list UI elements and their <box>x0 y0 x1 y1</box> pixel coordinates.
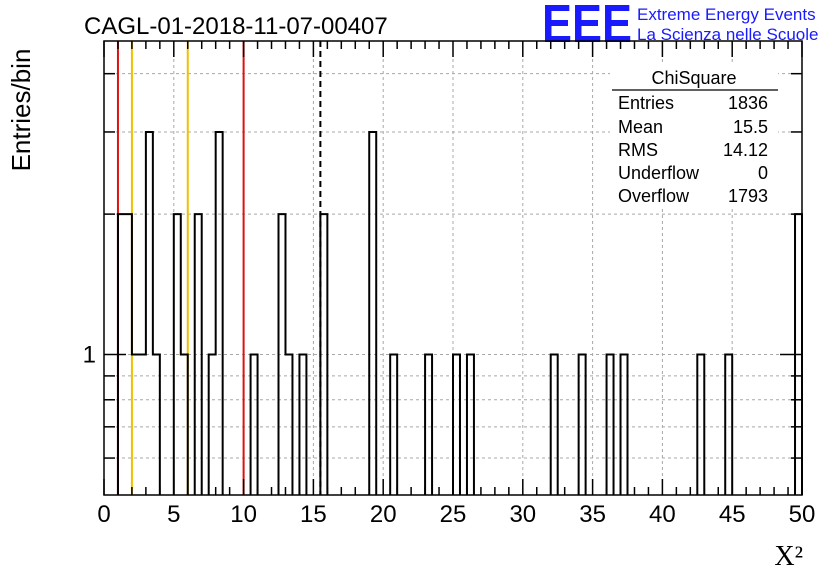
axis-ticks <box>103 41 803 495</box>
stats-value-entries: 1836 <box>728 93 768 113</box>
eee-logo: EEE Extreme Energy Events La Scienza nel… <box>542 0 818 54</box>
histogram-series <box>116 130 803 495</box>
logo-line-2: La Scienza nelle Scuole <box>637 25 818 44</box>
y-tick-label: 1 <box>83 342 96 369</box>
stats-label-underflow: Underflow <box>618 163 700 183</box>
stats-label-overflow: Overflow <box>618 186 690 206</box>
x-tick-label: 30 <box>509 501 536 528</box>
stats-label-rms: RMS <box>618 140 658 160</box>
x-tick-label: 0 <box>97 501 110 528</box>
stats-box: ChiSquare Entries 1836 Mean 15.5 RMS 14.… <box>610 64 778 208</box>
x-axis-label: X² <box>774 541 803 572</box>
x-tick-label: 20 <box>370 501 397 528</box>
stats-value-mean: 15.5 <box>733 117 768 137</box>
stats-title: ChiSquare <box>651 68 736 88</box>
logo-line-1: Extreme Energy Events <box>637 5 816 24</box>
x-tick-label: 50 <box>789 501 816 528</box>
x-tick-label: 10 <box>230 501 257 528</box>
stats-label-mean: Mean <box>618 117 663 137</box>
logo-mark: EEE <box>542 0 632 54</box>
x-tick-label: 45 <box>719 501 746 528</box>
x-tick-label: 35 <box>579 501 606 528</box>
x-tick-label: 15 <box>300 501 327 528</box>
x-tick-label: 25 <box>440 501 467 528</box>
x-tick-label: 5 <box>167 501 180 528</box>
chart-title: CAGL-01-2018-11-07-00407 <box>84 13 388 40</box>
stats-label-entries: Entries <box>618 93 674 113</box>
y-axis-label: Entries/bin <box>6 49 36 172</box>
stats-value-rms: 14.12 <box>723 140 768 160</box>
x-tick-label: 40 <box>649 501 676 528</box>
tick-labels: 0 5 10 15 20 25 30 35 40 45 50 1 <box>83 342 816 528</box>
stats-value-underflow: 0 <box>758 163 768 183</box>
stats-value-overflow: 1793 <box>728 186 768 206</box>
